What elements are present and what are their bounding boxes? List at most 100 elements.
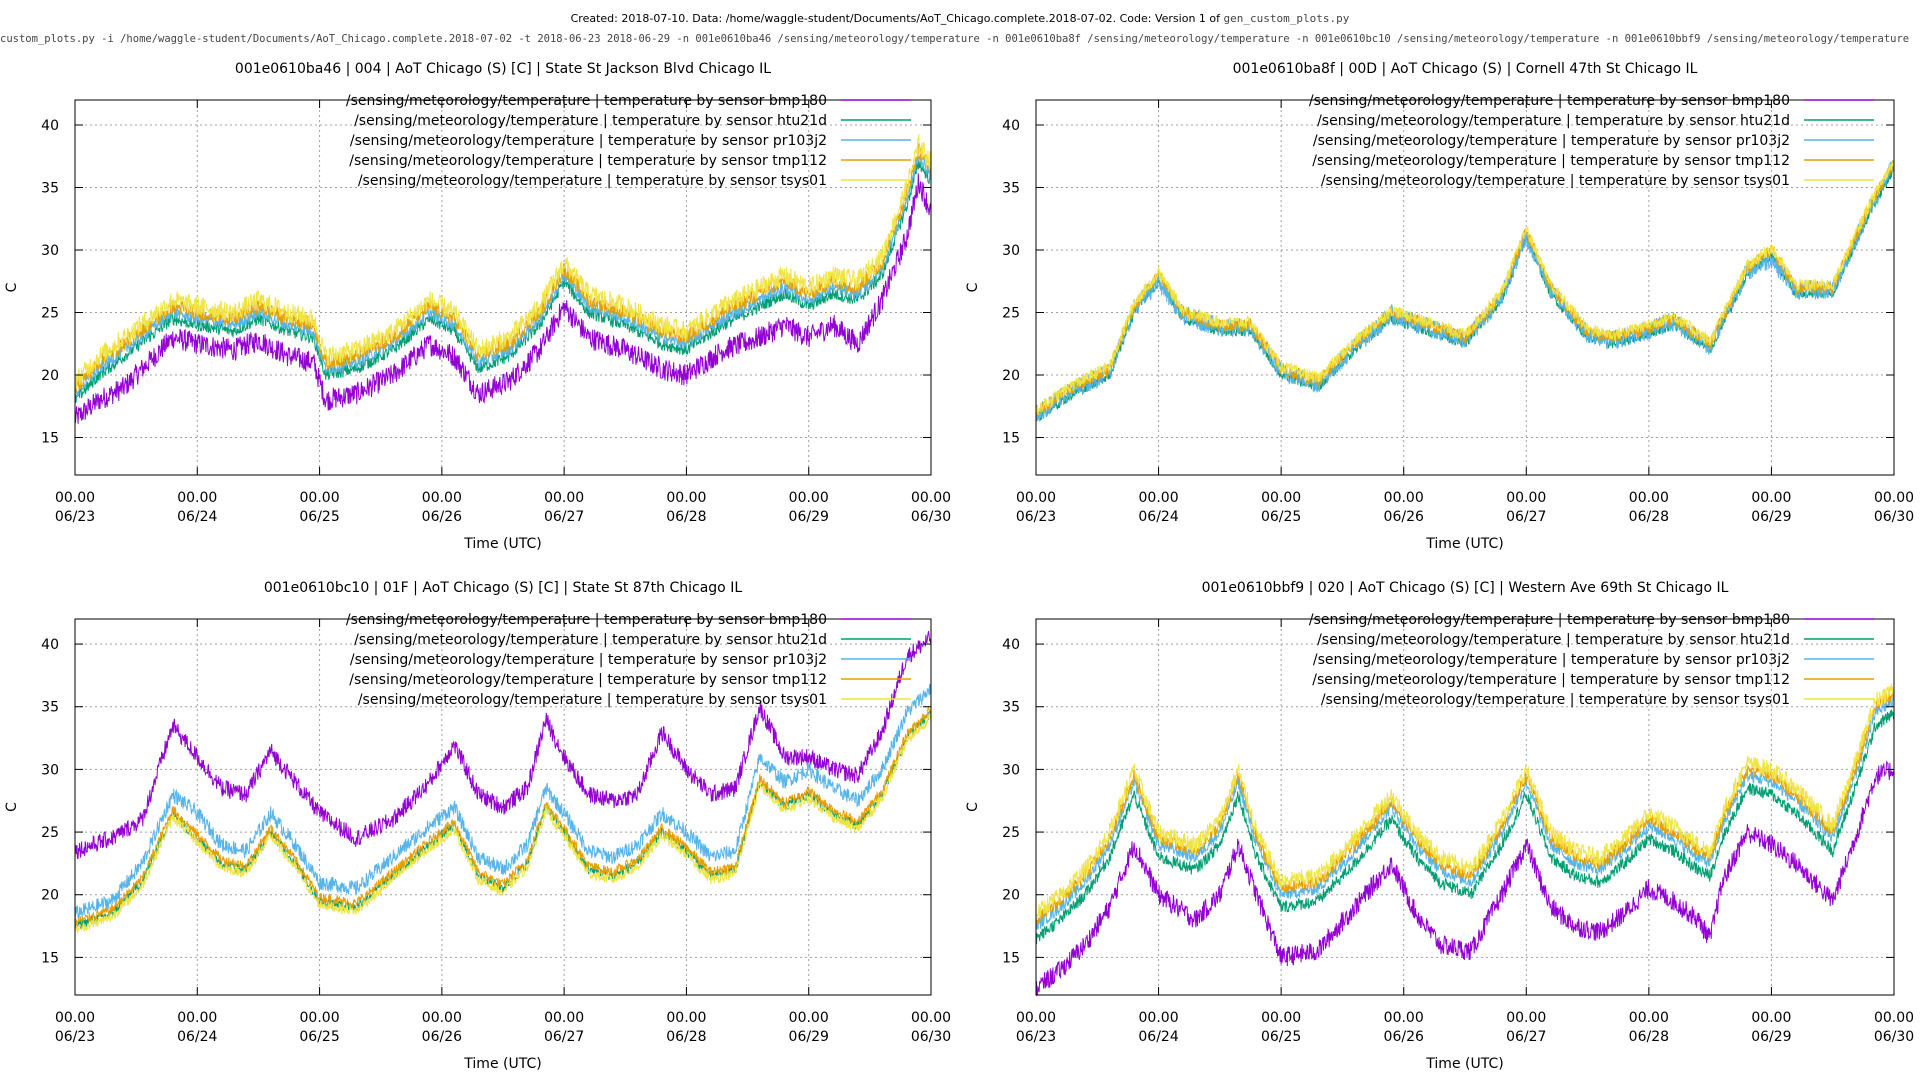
x-tick-label-time: 00.00: [544, 490, 584, 506]
x-tick-label-date: 06/24: [177, 509, 217, 525]
x-tick-label-date: 06/29: [1751, 1029, 1791, 1045]
legend-label: /sensing/meteorology/temperature | tempe…: [1313, 133, 1790, 149]
series-line-htu21d: [74, 711, 932, 929]
x-tick-label-time: 00.00: [1261, 490, 1301, 506]
series-line-htu21d: [1035, 709, 1895, 945]
legend-label: /sensing/meteorology/temperature | tempe…: [1321, 692, 1790, 708]
y-axis-label: C: [965, 282, 981, 292]
y-tick-label: 20: [41, 888, 59, 904]
x-tick-label-date: 06/28: [1629, 509, 1669, 525]
y-tick-label: 40: [1002, 118, 1020, 134]
plot-frame: [1035, 99, 1895, 476]
y-tick-label: 30: [1002, 762, 1020, 778]
x-tick-label-date: 06/30: [1874, 1029, 1914, 1045]
series-line-pr103j2: [74, 683, 932, 919]
x-tick-label-time: 00.00: [1629, 1010, 1669, 1026]
x-tick-label-date: 06/26: [422, 1029, 462, 1045]
x-tick-label-date: 06/30: [1874, 509, 1914, 525]
x-tick-label-date: 06/27: [1506, 1029, 1546, 1045]
header-command-line: custom_plots.py -i /home/waggle-student/…: [0, 33, 1910, 45]
chart-panel-1: 001e0610ba46 | 004 | AoT Chicago (S) [C]…: [4, 61, 951, 552]
y-tick-label: 40: [41, 118, 59, 134]
y-tick-label: 25: [1002, 306, 1020, 322]
x-tick-label-time: 00.00: [911, 490, 951, 506]
y-tick-label: 25: [41, 825, 59, 841]
x-tick-label-time: 00.00: [1384, 490, 1424, 506]
y-tick-label: 35: [41, 181, 59, 197]
x-tick-label-date: 06/25: [299, 509, 339, 525]
y-tick-label: 25: [41, 306, 59, 322]
x-tick-label-time: 00.00: [666, 1010, 706, 1026]
chart-panel-2: 001e0610ba8f | 00D | AoT Chicago (S) | C…: [965, 61, 1914, 552]
legend-label: /sensing/meteorology/temperature | tempe…: [350, 652, 827, 668]
x-tick-label-time: 00.00: [1016, 490, 1056, 506]
legend-label: /sensing/meteorology/temperature | tempe…: [354, 632, 827, 648]
x-tick-label-time: 00.00: [1506, 490, 1546, 506]
x-tick-label-time: 00.00: [666, 490, 706, 506]
y-tick-label: 30: [1002, 243, 1020, 259]
y-tick-label: 35: [1002, 181, 1020, 197]
x-tick-label-date: 06/27: [544, 509, 584, 525]
x-tick-label-time: 00.00: [544, 1010, 584, 1026]
legend-label: /sensing/meteorology/temperature | tempe…: [346, 612, 827, 628]
x-tick-label-date: 06/28: [666, 509, 706, 525]
x-axis-label: Time (UTC): [1425, 536, 1503, 552]
legend-label: /sensing/meteorology/temperature | tempe…: [349, 672, 827, 688]
series-line-pr103j2: [1035, 160, 1895, 422]
grid-lines: [1035, 100, 1895, 475]
x-tick-label-time: 00.00: [1874, 1010, 1914, 1026]
y-tick-label: 20: [41, 368, 59, 384]
legend-label: /sensing/meteorology/temperature | tempe…: [350, 133, 827, 149]
x-tick-label-time: 00.00: [1506, 1010, 1546, 1026]
x-tick-label-time: 00.00: [55, 1010, 95, 1026]
plot-frame: [1035, 618, 1895, 996]
series-line-bmp180: [74, 173, 932, 424]
y-tick-label: 15: [41, 431, 59, 447]
x-tick-label-time: 00.00: [300, 490, 340, 506]
legend-label: /sensing/meteorology/temperature | tempe…: [1313, 652, 1790, 668]
y-axis-label: C: [4, 282, 20, 292]
x-tick-label-time: 00.00: [55, 490, 95, 506]
x-tick-label-date: 06/26: [1384, 1029, 1424, 1045]
x-tick-label-date: 06/29: [789, 509, 829, 525]
x-tick-label-time: 00.00: [177, 1010, 217, 1026]
legend-label: /sensing/meteorology/temperature | tempe…: [358, 692, 827, 708]
legend-label: /sensing/meteorology/temperature | tempe…: [346, 93, 827, 109]
x-tick-label-time: 00.00: [789, 490, 829, 506]
plot-frame: [74, 618, 932, 996]
series-line-tsys01: [1035, 159, 1895, 415]
x-tick-label-date: 06/23: [1016, 1029, 1056, 1045]
x-tick-label-date: 06/23: [55, 1029, 95, 1045]
x-tick-label-time: 00.00: [1751, 1010, 1791, 1026]
y-tick-label: 25: [1002, 825, 1020, 841]
x-tick-label-date: 06/28: [666, 1029, 706, 1045]
x-tick-label-time: 00.00: [300, 1010, 340, 1026]
header-created-line: Created: 2018-07-10. Data: /home/waggle-…: [0, 12, 1920, 25]
chart-panel-4: 001e0610bbf9 | 020 | AoT Chicago (S) [C]…: [965, 580, 1914, 1072]
header-created-text: Created: 2018-07-10. Data: /home/waggle-…: [570, 12, 1221, 25]
x-tick-label-date: 06/27: [544, 1029, 584, 1045]
legend-label: /sensing/meteorology/temperature | tempe…: [1312, 153, 1790, 169]
legend-label: /sensing/meteorology/temperature | tempe…: [358, 173, 827, 189]
series-line-tmp112: [74, 706, 932, 927]
x-tick-label-date: 06/24: [1138, 1029, 1178, 1045]
x-tick-label-date: 06/24: [1138, 509, 1178, 525]
legend-label: /sensing/meteorology/temperature | tempe…: [349, 153, 827, 169]
x-tick-label-date: 06/26: [422, 509, 462, 525]
header-code-name: gen_custom_plots.py: [1223, 12, 1350, 25]
x-tick-label-date: 06/29: [789, 1029, 829, 1045]
y-tick-label: 40: [1002, 637, 1020, 653]
chart-title: 001e0610bc10 | 01F | AoT Chicago (S) [C]…: [264, 580, 742, 596]
x-tick-label-time: 00.00: [789, 1010, 829, 1026]
x-tick-label-date: 06/26: [1384, 509, 1424, 525]
y-tick-label: 30: [41, 762, 59, 778]
x-tick-label-time: 00.00: [422, 490, 462, 506]
x-tick-label-time: 00.00: [1384, 1010, 1424, 1026]
legend-label: /sensing/meteorology/temperature | tempe…: [1309, 93, 1790, 109]
x-tick-label-date: 06/25: [1261, 1029, 1301, 1045]
x-axis-label: Time (UTC): [463, 1056, 541, 1072]
x-tick-label-date: 06/28: [1629, 1029, 1669, 1045]
y-tick-label: 15: [1002, 950, 1020, 966]
x-tick-label-time: 00.00: [177, 490, 217, 506]
legend-label: /sensing/meteorology/temperature | tempe…: [1321, 173, 1790, 189]
